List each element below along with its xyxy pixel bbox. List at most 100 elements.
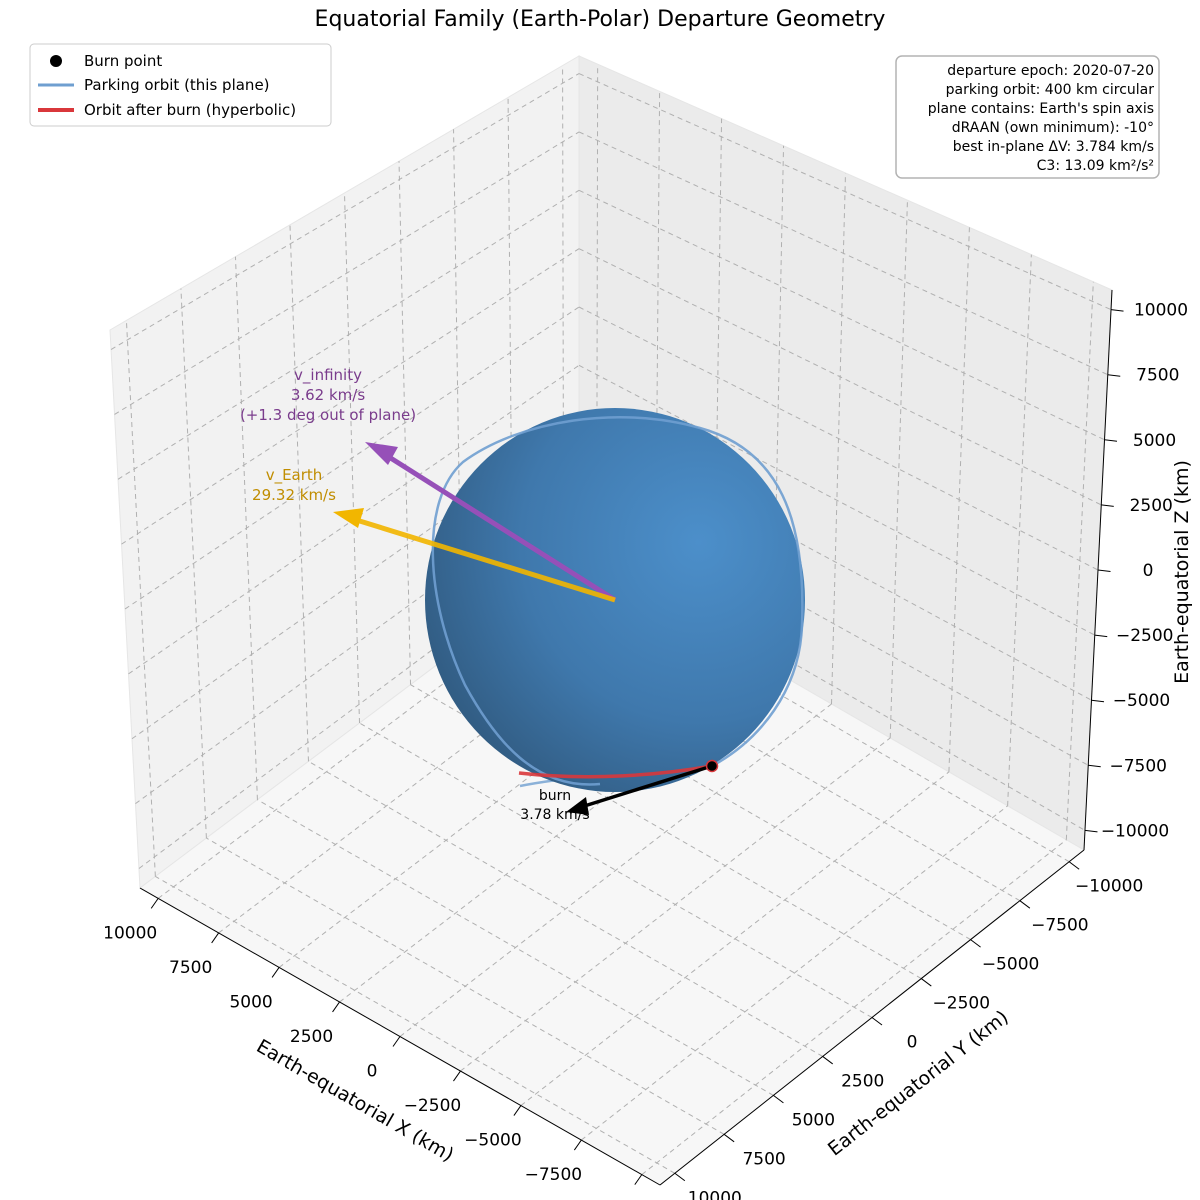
legend: Burn point Parking orbit (this plane) Or… (29, 43, 332, 127)
x-tick-label-mark (634, 1174, 643, 1185)
burn-name: burn (539, 788, 571, 804)
y-tick-label: 2500 (841, 1071, 884, 1091)
x-tick-label: 5000 (229, 992, 272, 1012)
burn-point-marker (705, 759, 719, 773)
burn-value: 3.78 km/s (520, 807, 589, 823)
wall-gridline (138, 540, 580, 869)
floor-gridline (218, 601, 656, 934)
x-tick-label-mark (453, 1070, 461, 1082)
legend-frame (29, 43, 332, 127)
z-tick-label-mark (1091, 699, 1105, 703)
y-tick-label: 7500 (742, 1149, 785, 1169)
burn-arrow (566, 764, 713, 815)
z-tick-label: −2500 (1116, 626, 1174, 646)
y-tick-label-mark (970, 939, 981, 948)
z-tick-label: 10000 (1134, 301, 1188, 321)
z-tick-label-mark (1104, 439, 1118, 442)
x-tick-label: 0 (367, 1062, 378, 1082)
z-tick-label-mark (1097, 569, 1111, 572)
y-tick-label-mark (723, 1133, 735, 1143)
wall-gridline (398, 161, 412, 685)
info-departure-epoch: departure epoch: 2020-07-20 (947, 63, 1154, 79)
wall-gridline (578, 306, 1099, 571)
x-tick-label-mark (150, 898, 159, 909)
y-tick-label: −2500 (933, 994, 991, 1014)
floor-gridline (460, 737, 891, 1072)
v-infinity-arrow (365, 442, 617, 603)
v-earth-arrow (333, 508, 616, 603)
x-tick-label-mark (513, 1105, 522, 1116)
parking-orbit (431, 415, 804, 786)
y-tick-label-mark (871, 1017, 883, 1026)
legend-burn-point-label: Burn point (84, 52, 162, 70)
v-infinity-note: (+1.3 deg out of plane) (240, 406, 416, 424)
v-infinity-name: v_infinity (294, 366, 362, 385)
wall-gridline (948, 227, 970, 772)
wall-gridline (135, 481, 580, 805)
x-tick-label: 2500 (290, 1027, 333, 1047)
chart-title: Equatorial Family (Earth-Polar) Departur… (315, 7, 886, 32)
wall-gridline (131, 423, 580, 740)
z-tick-label-mark (1110, 309, 1124, 312)
z-tick-label: −7500 (1109, 756, 1167, 776)
x-tick-label: 10000 (103, 923, 157, 943)
wall-gridline (1065, 281, 1094, 840)
y-tick-label: 10000 (688, 1188, 742, 1200)
y-tick-label: 0 (907, 1033, 918, 1053)
x-tick-label-mark (271, 967, 280, 978)
x-tick-label: −2500 (404, 1096, 462, 1116)
wall-gridline (578, 364, 1095, 636)
x-tick-label-mark (573, 1139, 582, 1151)
x-tick-label-mark (392, 1036, 401, 1047)
y-tick-label-mark (920, 978, 932, 987)
v-earth-name: v_Earth (266, 466, 323, 485)
z-tick-label: 0 (1143, 561, 1154, 581)
wall-gridline (578, 481, 1089, 766)
wall-gridline (110, 73, 580, 350)
x-tick-label: −7500 (525, 1165, 583, 1185)
wall-gridline (578, 73, 1112, 311)
v-earth-value: 29.32 km/s (252, 486, 336, 504)
z-tick-label: 2500 (1130, 496, 1173, 516)
y-tick-label: 5000 (792, 1110, 835, 1130)
wall-gridline (180, 288, 207, 839)
wall-gridline (578, 539, 1086, 831)
z-tick-label-mark (1094, 634, 1108, 638)
burn-label: burn 3.78 km/s (520, 788, 589, 823)
z-tick-label-mark (1107, 374, 1121, 377)
y-tick-label-mark (773, 1094, 784, 1104)
info-box-frame (895, 55, 1160, 179)
z-tick-label: 7500 (1136, 366, 1179, 386)
z-tick-label: −10000 (1101, 821, 1169, 841)
info-box: departure epoch: 2020-07-20 parking orbi… (895, 55, 1160, 179)
y-tick-label-mark (822, 1056, 834, 1065)
y-tick-label: −5000 (982, 955, 1040, 975)
z-axis-label: Earth-equatorial Z (km) (1171, 460, 1193, 684)
x-tick-label: −5000 (464, 1131, 522, 1151)
y-tick-label-mark (1068, 861, 1080, 870)
wall-gridline (578, 423, 1092, 701)
wall-gridline (124, 306, 580, 610)
x-tick-label-mark (332, 1001, 340, 1013)
info-draan: dRAAN (own minimum): -10° (952, 120, 1154, 136)
info-parking-orbit: parking orbit: 400 km circular (946, 82, 1155, 98)
y-tick-label-mark (1019, 900, 1031, 909)
wall-gridline (1007, 254, 1032, 806)
info-c3: C3: 13.09 km²/s² (1037, 158, 1154, 174)
hyperbolic-orbit (518, 764, 713, 779)
z-ticks: 10000 7500 5000 2500 0 −2500 −5000 −7500 −10000 (1084, 301, 1188, 841)
v-infinity-value: 3.62 km/s (291, 386, 366, 404)
floor-gridline (641, 839, 1067, 1175)
y-tick-label: −7500 (1031, 916, 1089, 936)
y-tick-label: −10000 (1075, 877, 1143, 897)
z-tick-label-mark (1088, 764, 1101, 768)
wall-gridline (772, 145, 785, 671)
z-tick-label-mark (1101, 504, 1114, 507)
z-tick-label-mark (1084, 829, 1098, 833)
legend-parking-orbit-label: Parking orbit (this plane) (84, 76, 270, 94)
info-plane-contains: plane contains: Earth's spin axis (928, 101, 1154, 117)
v-earth-label: v_Earth 29.32 km/s (252, 466, 336, 504)
floor-gridline (520, 771, 950, 1106)
